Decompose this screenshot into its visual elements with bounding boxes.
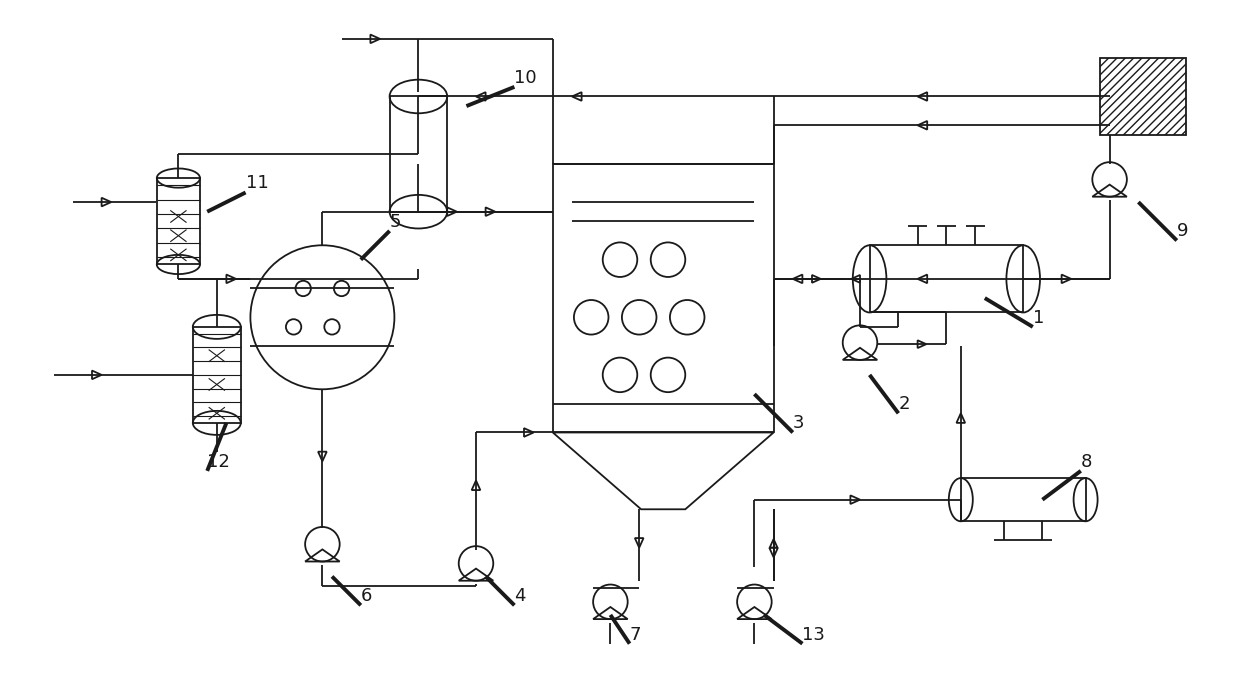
Text: 13: 13 xyxy=(802,626,826,644)
Text: 2: 2 xyxy=(899,395,910,413)
Text: 6: 6 xyxy=(361,587,372,606)
Text: 3: 3 xyxy=(792,415,805,432)
Text: 9: 9 xyxy=(1177,223,1188,241)
Text: 4: 4 xyxy=(515,587,526,606)
Text: 11: 11 xyxy=(246,175,268,193)
Text: 1: 1 xyxy=(1033,309,1044,327)
Bar xyxy=(192,327,241,423)
Bar xyxy=(553,164,774,432)
Text: 12: 12 xyxy=(207,453,231,471)
Text: 10: 10 xyxy=(515,69,537,87)
Text: 7: 7 xyxy=(630,626,641,644)
Bar xyxy=(1100,58,1187,135)
Bar xyxy=(961,478,1085,521)
Bar xyxy=(869,245,1023,313)
Bar xyxy=(389,97,448,212)
Text: 8: 8 xyxy=(1081,453,1092,471)
Bar xyxy=(156,178,200,264)
Text: 5: 5 xyxy=(389,213,401,231)
